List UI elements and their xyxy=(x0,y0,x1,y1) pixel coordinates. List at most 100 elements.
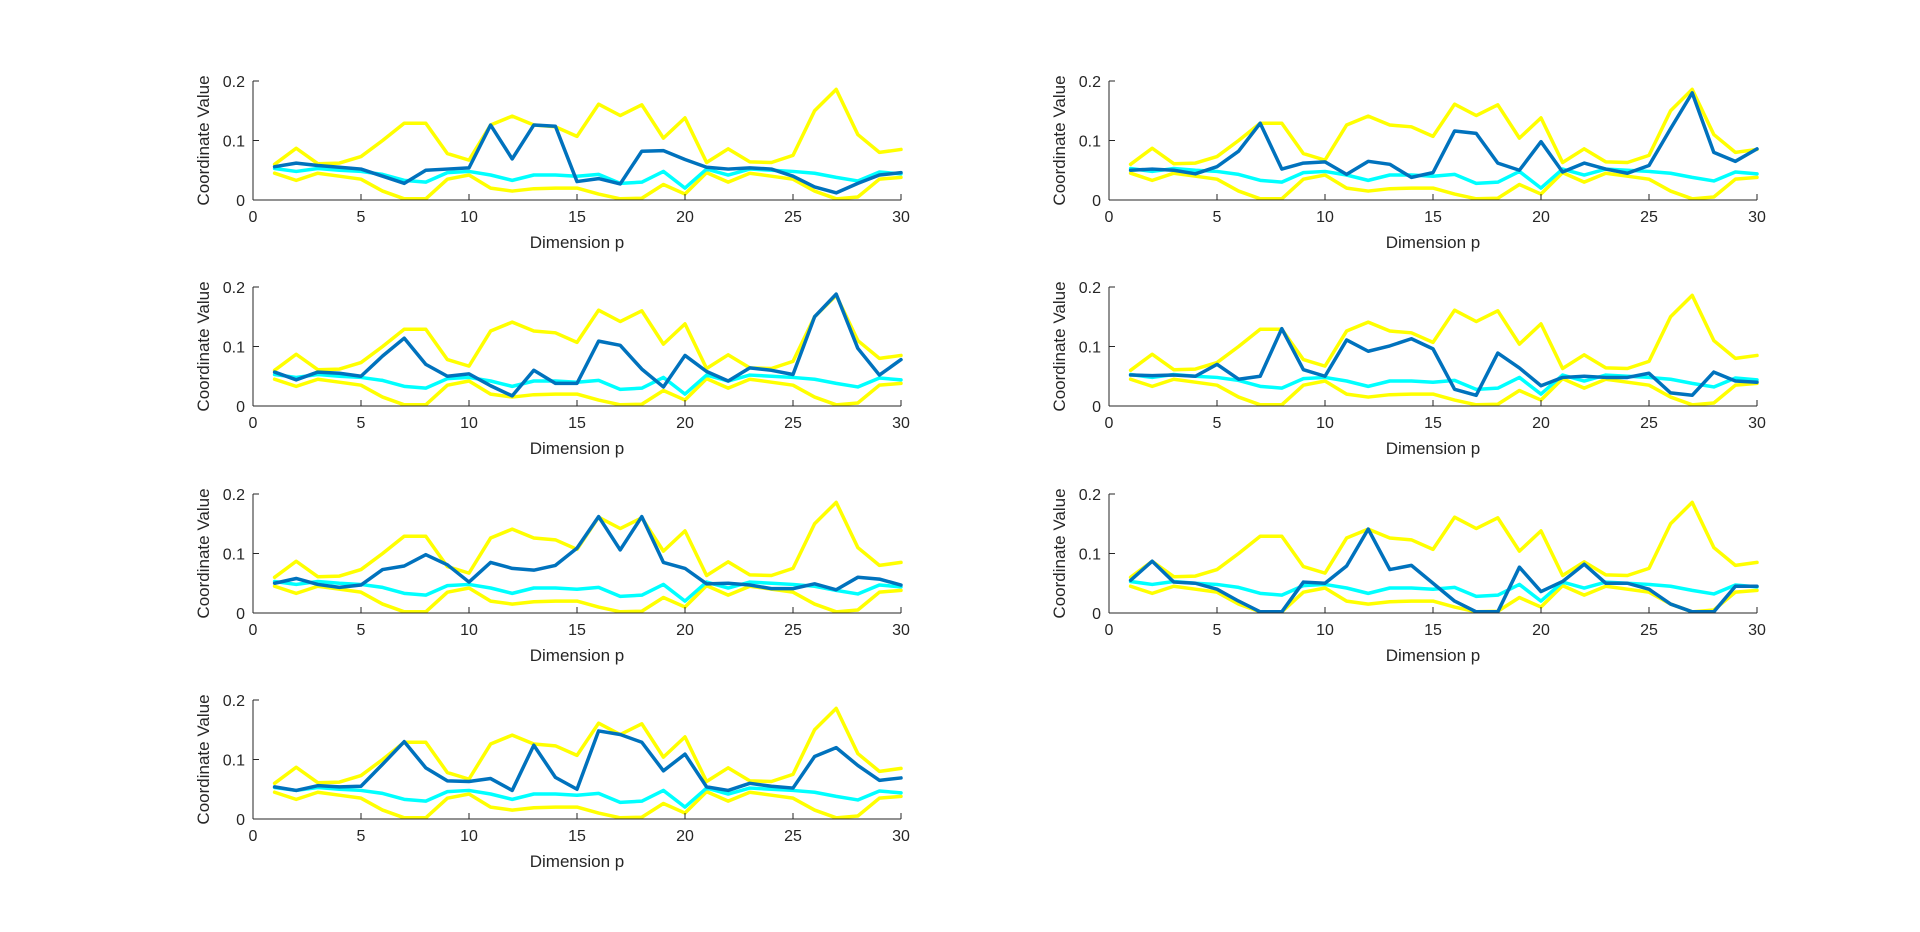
lower-bound-line xyxy=(1128,376,1759,407)
x-tick-label: 20 xyxy=(676,622,694,639)
x-tick-label: 30 xyxy=(892,415,910,432)
x-tick-label: 10 xyxy=(1316,209,1334,226)
sample-line xyxy=(272,729,903,793)
x-axis-label: Dimension p xyxy=(530,439,625,458)
lower-bound-line xyxy=(272,789,903,820)
x-tick-label: 20 xyxy=(1532,622,1550,639)
y-tick-label: 0.1 xyxy=(223,134,245,151)
x-tick-label: 15 xyxy=(568,415,586,432)
panel-7: 0 5 10 15 20 25 30 0 0.1 0.2 Dimension p Coordinate… xyxy=(194,693,910,871)
x-axis-label: Dimension p xyxy=(530,852,625,871)
x-tick-label: 5 xyxy=(1213,209,1222,226)
x-axis-label: Dimension p xyxy=(530,233,625,252)
x-tick-label: 25 xyxy=(1640,415,1658,432)
mean-line xyxy=(272,372,903,396)
x-axis-label: Dimension p xyxy=(530,646,625,665)
x-tick-label: 20 xyxy=(1532,415,1550,432)
sample-line xyxy=(272,514,903,592)
lower-bound-line xyxy=(272,583,903,614)
y-tick-label: 0.1 xyxy=(1079,547,1101,564)
y-axis-label: Coordinate Value xyxy=(1050,281,1069,411)
x-tick-label: 10 xyxy=(1316,415,1334,432)
upper-bound-line xyxy=(272,500,903,580)
x-tick-label: 0 xyxy=(1105,622,1114,639)
x-tick-label: 25 xyxy=(784,209,802,226)
x-tick-label: 5 xyxy=(357,415,366,432)
x-tick-label: 5 xyxy=(1213,415,1222,432)
x-axis-label: Dimension p xyxy=(1386,439,1481,458)
y-tick-label: 0.1 xyxy=(223,547,245,564)
y-tick-label: 0.2 xyxy=(223,693,245,710)
x-tick-label: 10 xyxy=(460,209,478,226)
x-tick-label: 25 xyxy=(1640,209,1658,226)
x-tick-label: 25 xyxy=(784,828,802,845)
x-tick-label: 0 xyxy=(249,622,258,639)
upper-bound-line xyxy=(272,293,903,373)
y-tick-label: 0 xyxy=(236,193,245,210)
x-tick-label: 30 xyxy=(892,622,910,639)
x-tick-label: 0 xyxy=(249,415,258,432)
y-tick-label: 0.2 xyxy=(223,74,245,91)
y-tick-label: 0.2 xyxy=(223,487,245,504)
mean-line xyxy=(1128,579,1759,603)
x-tick-label: 25 xyxy=(784,622,802,639)
x-tick-label: 30 xyxy=(892,209,910,226)
panel-4: 0 5 10 15 20 25 30 0 0.1 0.2 Dimension p Coordinate… xyxy=(1050,280,1766,458)
y-axis-label: Coordinate Value xyxy=(194,694,213,824)
y-tick-label: 0.2 xyxy=(1079,280,1101,297)
x-axis-label: Dimension p xyxy=(1386,646,1481,665)
panel-1: 0 5 10 15 20 25 30 0 0.1 0.2 Dimension p Coordinate… xyxy=(194,74,910,252)
mean-line xyxy=(1128,166,1759,190)
x-tick-label: 20 xyxy=(676,415,694,432)
x-tick-label: 30 xyxy=(892,828,910,845)
y-tick-label: 0.1 xyxy=(1079,340,1101,357)
x-tick-label: 20 xyxy=(676,209,694,226)
x-axis-label: Dimension p xyxy=(1386,233,1481,252)
upper-bound-line xyxy=(272,706,903,786)
sample-line xyxy=(1128,326,1759,398)
x-tick-label: 10 xyxy=(460,622,478,639)
x-tick-label: 0 xyxy=(1105,209,1114,226)
x-tick-label: 30 xyxy=(1748,622,1766,639)
lower-bound-line xyxy=(1128,583,1759,614)
y-axis-label: Coordinate Value xyxy=(194,75,213,205)
upper-bound-line xyxy=(272,87,903,167)
y-tick-label: 0 xyxy=(1092,399,1101,416)
lower-bound-line xyxy=(1128,170,1759,201)
x-tick-label: 5 xyxy=(1213,622,1222,639)
x-tick-label: 0 xyxy=(249,828,258,845)
lower-bound-line xyxy=(272,170,903,201)
x-tick-label: 30 xyxy=(1748,415,1766,432)
panel-2: 0 5 10 15 20 25 30 0 0.1 0.2 Dimension p Coordinate… xyxy=(1050,74,1766,252)
x-tick-label: 5 xyxy=(357,209,366,226)
y-tick-label: 0.1 xyxy=(223,753,245,770)
x-tick-label: 15 xyxy=(1424,622,1442,639)
y-tick-label: 0.2 xyxy=(1079,487,1101,504)
mean-line xyxy=(272,579,903,603)
x-tick-label: 0 xyxy=(249,209,258,226)
x-tick-label: 15 xyxy=(568,209,586,226)
x-tick-label: 15 xyxy=(1424,415,1442,432)
y-tick-label: 0 xyxy=(236,812,245,829)
y-tick-label: 0.2 xyxy=(1079,74,1101,91)
sample-line xyxy=(1128,91,1759,180)
sample-line xyxy=(1128,527,1759,614)
mean-line xyxy=(272,785,903,809)
y-tick-label: 0.1 xyxy=(1079,134,1101,151)
upper-bound-line xyxy=(1128,87,1759,167)
x-tick-label: 10 xyxy=(460,415,478,432)
sample-line xyxy=(272,123,903,195)
y-axis-label: Coordinate Value xyxy=(1050,488,1069,618)
y-axis-label: Coordinate Value xyxy=(194,488,213,618)
x-tick-label: 25 xyxy=(784,415,802,432)
panel-5: 0 5 10 15 20 25 30 0 0.1 0.2 Dimension p Coordinate… xyxy=(194,487,910,665)
x-tick-label: 20 xyxy=(1532,209,1550,226)
sample-line xyxy=(272,292,903,398)
y-tick-label: 0 xyxy=(1092,193,1101,210)
y-tick-label: 0 xyxy=(1092,606,1101,623)
x-tick-label: 30 xyxy=(1748,209,1766,226)
x-tick-label: 5 xyxy=(357,622,366,639)
x-tick-label: 0 xyxy=(1105,415,1114,432)
x-tick-label: 25 xyxy=(1640,622,1658,639)
